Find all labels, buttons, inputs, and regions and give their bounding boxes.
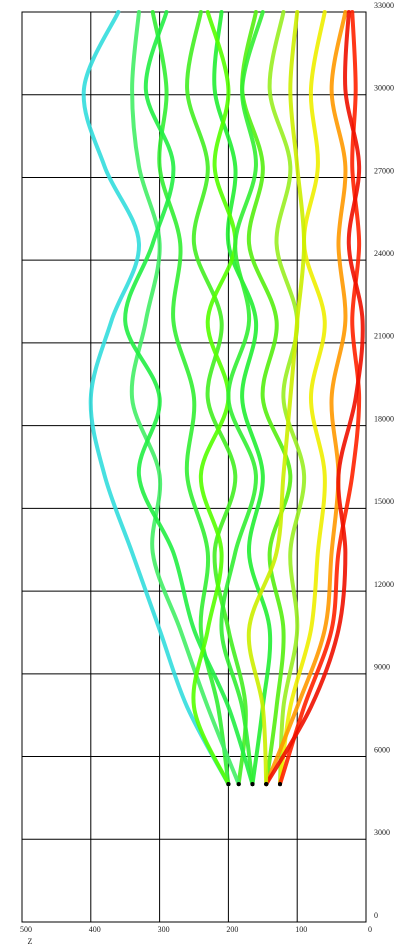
y-tick-label: 12000: [374, 580, 394, 589]
trajectory-line: [278, 10, 362, 787]
trajectory-line: [246, 10, 307, 787]
x-tick-label: 200: [226, 925, 238, 934]
x-axis-label: Z: [28, 937, 33, 946]
trajectory-line: [185, 10, 248, 787]
trajectory-line: [129, 10, 241, 787]
trajectory-line: [212, 10, 273, 787]
start-point: [236, 782, 241, 787]
y-tick-label: 24000: [374, 249, 394, 258]
x-tick-label: 400: [89, 925, 101, 934]
trajectory-line: [123, 10, 255, 787]
y-tick-label: 21000: [374, 332, 394, 341]
start-point: [278, 782, 282, 787]
y-tick-label: 6000: [374, 745, 390, 754]
trajectory-line: [264, 10, 365, 787]
x-tick-label: 0: [368, 925, 372, 934]
start-point: [250, 782, 255, 787]
trajectory-line: [278, 10, 327, 787]
start-point: [264, 782, 269, 787]
y-tick-label: 33000: [374, 1, 394, 10]
trajectory-line: [219, 10, 265, 787]
y-tick-label: 27000: [374, 166, 394, 175]
y-tick-label: 15000: [374, 497, 394, 506]
x-tick-label: 100: [295, 925, 307, 934]
trajectory-line: [264, 10, 348, 787]
y-tick-label: 3000: [374, 828, 390, 837]
trajectory-line: [267, 10, 307, 787]
y-tick-label: 9000: [374, 663, 390, 672]
trajectory-line: [240, 10, 293, 787]
y-tick-label: 30000: [374, 84, 394, 93]
y-tick-label: 18000: [374, 414, 394, 423]
x-tick-label: 500: [20, 925, 32, 934]
x-tick-label: 300: [158, 925, 170, 934]
start-point: [226, 782, 231, 787]
y-tick-label: 0: [374, 911, 378, 920]
plot-frame: [21, 11, 367, 923]
trajectory-line: [81, 10, 231, 787]
